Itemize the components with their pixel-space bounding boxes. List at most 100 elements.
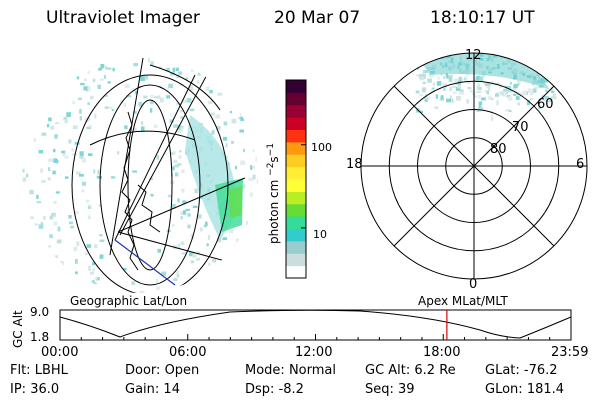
emission-pixel — [89, 271, 94, 275]
emission-pixel — [169, 119, 174, 124]
emission-pixel — [517, 102, 520, 106]
emission-pixel — [211, 131, 214, 136]
polar-label-18: 18 — [346, 157, 363, 172]
emission-pixel — [547, 55, 551, 60]
emission-pixel — [553, 93, 557, 99]
emission-pixel — [216, 238, 222, 243]
emission-pixel — [94, 244, 98, 249]
emission-pixel — [209, 89, 213, 94]
emission-pixel — [38, 224, 44, 229]
emission-pixel — [196, 80, 200, 84]
emission-pixel — [48, 117, 52, 122]
timeline-x-tick-0000: 00:00 — [41, 345, 79, 360]
emission-pixel — [81, 181, 87, 186]
emission-pixel — [181, 169, 185, 174]
emission-pixel — [119, 99, 124, 104]
emission-pixel — [150, 194, 154, 197]
emission-pixel — [149, 101, 154, 105]
emission-pixel — [434, 106, 439, 109]
emission-pixel — [222, 136, 228, 141]
emission-pixel — [97, 169, 100, 175]
emission-pixel — [95, 277, 100, 281]
emission-pixel — [48, 167, 51, 172]
emission-pixel — [217, 92, 223, 96]
emission-pixel — [189, 108, 195, 112]
emission-pixel — [94, 113, 97, 119]
emission-pixel — [445, 72, 448, 78]
emission-pixel — [177, 163, 182, 166]
emission-pixel — [171, 223, 175, 227]
emission-pixel — [486, 82, 491, 86]
emission-pixel — [459, 91, 464, 95]
colorbar-frame — [285, 79, 307, 279]
emission-pixel — [68, 139, 72, 144]
emission-pixel — [467, 86, 472, 90]
emission-pixel — [173, 124, 178, 128]
info-gain: Gain: 14 — [125, 382, 180, 397]
emission-pixel — [415, 90, 420, 94]
emission-pixel — [180, 211, 186, 215]
emission-pixel — [511, 88, 516, 93]
geographic-image — [22, 57, 258, 293]
emission-pixel — [22, 168, 25, 173]
emission-pixel — [194, 188, 199, 194]
emission-pixel — [539, 59, 543, 64]
emission-pixel — [248, 177, 253, 182]
emission-pixel — [425, 96, 430, 100]
emission-pixel — [117, 151, 120, 155]
emission-pixel — [479, 76, 484, 82]
emission-pixel — [542, 97, 547, 102]
timeline-right-title: Apex MLat/MLT — [418, 294, 508, 308]
emission-pixel — [61, 150, 66, 154]
timeline-x-tick-0600: 06:00 — [169, 345, 207, 360]
emission-pixel — [61, 261, 64, 264]
emission-pixel — [416, 74, 419, 77]
emission-pixel — [140, 76, 146, 82]
emission-pixel — [522, 90, 527, 96]
emission-pixel — [99, 254, 104, 259]
colorbar-band — [286, 92, 306, 106]
emission-pixel — [187, 213, 191, 217]
altitude-curve — [59, 309, 572, 339]
emission-pixel — [491, 117, 494, 121]
emission-pixel — [476, 75, 481, 81]
emission-pixel — [150, 94, 154, 98]
emission-pixel — [133, 127, 137, 131]
emission-pixel — [86, 199, 90, 203]
emission-pixel — [176, 273, 180, 278]
emission-pixel — [175, 67, 179, 71]
emission-pixel — [430, 88, 435, 92]
emission-pixel — [34, 223, 38, 226]
emission-pixel — [207, 262, 211, 267]
emission-pixel — [138, 101, 143, 107]
emission-pixel — [139, 290, 144, 293]
emission-pixel — [234, 165, 237, 170]
emission-pixel — [538, 105, 542, 110]
emission-pixel — [539, 61, 545, 67]
aurora-oval-geo — [185, 115, 243, 240]
emission-pixel — [182, 99, 187, 104]
emission-pixel — [88, 215, 91, 220]
colorbar-band — [286, 253, 306, 267]
colorbar-band — [286, 117, 306, 130]
emission-pixel — [431, 87, 435, 91]
emission-pixel — [62, 153, 66, 156]
emission-pixel — [97, 84, 101, 90]
emission-pixel — [64, 119, 68, 124]
emission-pixel — [250, 165, 253, 171]
polar-diagonal-2 — [393, 85, 555, 247]
emission-pixel — [94, 277, 98, 280]
emission-pixel — [507, 89, 511, 93]
emission-pixel — [509, 81, 512, 85]
emission-pixel — [551, 90, 555, 93]
observation-date: 20 Mar 07 — [274, 8, 361, 28]
emission-pixel — [551, 96, 555, 100]
emission-pixel — [205, 221, 208, 227]
emission-pixel — [196, 214, 202, 219]
emission-pixel — [544, 78, 549, 83]
emission-pixel — [51, 212, 56, 217]
emission-pixel — [494, 93, 499, 97]
emission-pixel — [176, 270, 179, 275]
emission-pixel — [207, 234, 211, 240]
emission-pixel — [98, 67, 102, 71]
